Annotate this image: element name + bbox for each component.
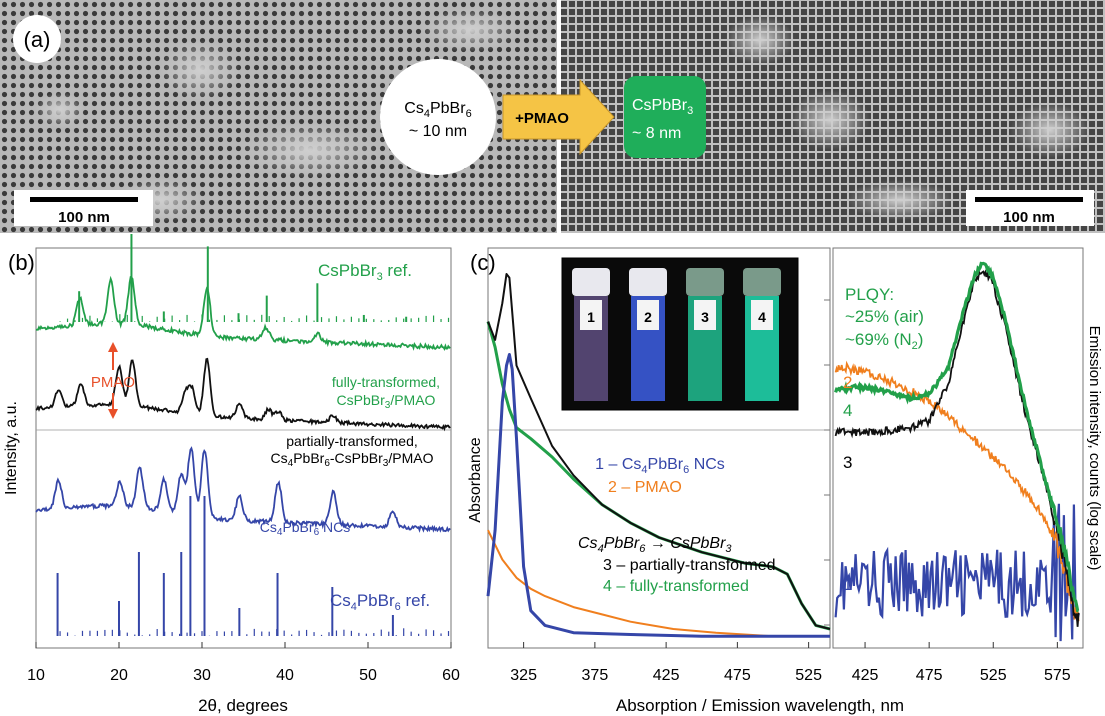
abs-legend-4: 4 – fully-transformed bbox=[603, 578, 749, 595]
xrd-plot bbox=[35, 234, 451, 636]
plqy-title: PLQY: bbox=[845, 285, 894, 304]
xrd-pattern bbox=[35, 357, 451, 432]
end-material-box: CsPbBr3 ~ 8 nm bbox=[624, 76, 706, 158]
vial-cap bbox=[572, 268, 610, 296]
svg-text:PMAO: PMAO bbox=[91, 374, 135, 391]
abs-legend-2: 2 – PMAO bbox=[608, 479, 682, 496]
xrd-tick-label: 40 bbox=[276, 667, 294, 684]
panel-a-label: (a) bbox=[24, 27, 51, 52]
abs-tick-label: 425 bbox=[653, 667, 680, 684]
xrd-label-fully-1: fully-transformed, bbox=[332, 374, 440, 390]
svg-text:~ 8 nm: ~ 8 nm bbox=[632, 125, 681, 142]
em-series-line bbox=[834, 261, 1080, 613]
right-scalebar: 100 nm bbox=[966, 190, 1094, 226]
svg-text:+PMAO: +PMAO bbox=[515, 110, 569, 127]
vial-label-bg bbox=[751, 300, 773, 330]
xrd-x-ticks: 10 20 30 40 50 60 bbox=[27, 642, 460, 684]
vial-cap bbox=[629, 268, 667, 296]
em-label-3: 3 bbox=[843, 453, 852, 472]
abs-legend-3: 3 – partially-transformed bbox=[603, 557, 776, 574]
vial-number: 1 bbox=[587, 309, 595, 325]
em-x-ticks: 425 475 525 575 bbox=[852, 642, 1071, 684]
xrd-label-nc: Cs4PbBr6 NCs bbox=[260, 519, 351, 538]
start-material-circle: Cs4PbBr6 ~ 10 nm bbox=[380, 59, 496, 175]
xrd-label-fully-2: CsPbBr3/PMAO bbox=[337, 392, 436, 411]
panel-a-badge bbox=[13, 15, 61, 63]
em-tick-label: 525 bbox=[980, 667, 1007, 684]
panel-b: (b) 10 20 30 40 50 60 2θ, degrees Intensity, … bbox=[3, 234, 460, 715]
abs-tick-label: 475 bbox=[724, 667, 751, 684]
abs-legend-1: 1 – Cs4PbBr6 NCs bbox=[595, 456, 725, 476]
em-series-line bbox=[834, 360, 1080, 622]
vial-label-bg bbox=[694, 300, 716, 330]
svg-text:100 nm: 100 nm bbox=[58, 209, 110, 226]
em-ylabel: Emission intensity, counts (log scale) bbox=[1086, 326, 1103, 571]
vial-cap bbox=[686, 268, 724, 296]
vial-label-bg bbox=[580, 300, 602, 330]
abs-plot bbox=[486, 273, 831, 638]
xrd-label-ref: Cs4PbBr6 ref. bbox=[330, 591, 430, 613]
svg-text:CsPbBr3: CsPbBr3 bbox=[632, 97, 693, 117]
panel-c-label: (c) bbox=[470, 250, 496, 275]
em-plot bbox=[834, 261, 1080, 642]
panel-b-label: (b) bbox=[8, 250, 35, 275]
vial-cap bbox=[743, 268, 781, 296]
abs-xlabel: Absorption / Emission wavelength, nm bbox=[616, 696, 904, 715]
plqy-n2: ~69% (N2) bbox=[845, 330, 923, 352]
em-tick-label: 425 bbox=[852, 667, 879, 684]
vial-number: 3 bbox=[701, 309, 709, 325]
xrd-frame bbox=[35, 247, 452, 649]
svg-text:Cs4PbBr6: Cs4PbBr6 bbox=[404, 100, 471, 120]
abs-series-line bbox=[487, 529, 830, 638]
em-tick-label: 575 bbox=[1044, 667, 1071, 684]
pmao-annotation: PMAO bbox=[91, 342, 135, 419]
vial-inset: 1 2 3 4 bbox=[561, 257, 799, 411]
xrd-xlabel: 2θ, degrees bbox=[198, 696, 288, 715]
svg-text:100 nm: 100 nm bbox=[1003, 209, 1055, 226]
em-label-2: 2 bbox=[843, 373, 852, 392]
panel-c-emission: 425 475 525 575 Emission intensity, counts … bbox=[832, 247, 1103, 684]
left-scalebar: 100 nm bbox=[14, 190, 153, 226]
em-frame bbox=[832, 247, 1084, 649]
vial-label-bg bbox=[637, 300, 659, 330]
vial-number: 2 bbox=[644, 309, 652, 325]
plqy-air: ~25% (air) bbox=[845, 307, 924, 326]
abs-frame bbox=[487, 247, 831, 649]
em-tick-label: 475 bbox=[916, 667, 943, 684]
abs-legend-3-head: Cs4PbBr6 → CsPbBr3 bbox=[578, 535, 732, 555]
xrd-label-partial-1: partially-transformed, bbox=[286, 433, 418, 449]
xrd-pattern bbox=[35, 446, 451, 533]
em-series-line bbox=[834, 503, 1080, 642]
xrd-ylabel: Intensity, a.u. bbox=[3, 401, 20, 495]
abs-ylabel: Absorbance bbox=[467, 437, 484, 522]
abs-tick-label: 375 bbox=[582, 667, 609, 684]
xrd-tick-label: 20 bbox=[110, 667, 128, 684]
xrd-tick-label: 60 bbox=[442, 667, 460, 684]
xrd-tick-label: 50 bbox=[359, 667, 377, 684]
xrd-label-cspbbr3-ref: CsPbBr3 ref. bbox=[318, 261, 412, 283]
abs-tick-label: 325 bbox=[510, 667, 537, 684]
em-label-4: 4 bbox=[843, 401, 852, 420]
vial-number: 4 bbox=[758, 309, 766, 325]
xrd-pattern bbox=[35, 275, 451, 351]
em-label-1: 1 bbox=[843, 575, 852, 594]
reaction-arrow: +PMAO bbox=[502, 78, 615, 156]
abs-tick-label: 525 bbox=[795, 667, 822, 684]
panel-c-absorption: (c) 325 375 425 475 525 Absorbance Absorptio… bbox=[467, 247, 904, 715]
xrd-tick-label: 30 bbox=[193, 667, 211, 684]
abs-series-line bbox=[486, 353, 830, 638]
abs-x-ticks: 325 375 425 475 525 bbox=[510, 299, 830, 684]
abs-series-line bbox=[487, 273, 831, 630]
xrd-tick-label: 10 bbox=[27, 667, 45, 684]
svg-text:~ 10 nm: ~ 10 nm bbox=[409, 123, 467, 140]
xrd-label-partial-2: Cs4PbBr6-CsPbBr3/PMAO bbox=[271, 450, 434, 469]
em-series-line bbox=[834, 269, 1080, 627]
